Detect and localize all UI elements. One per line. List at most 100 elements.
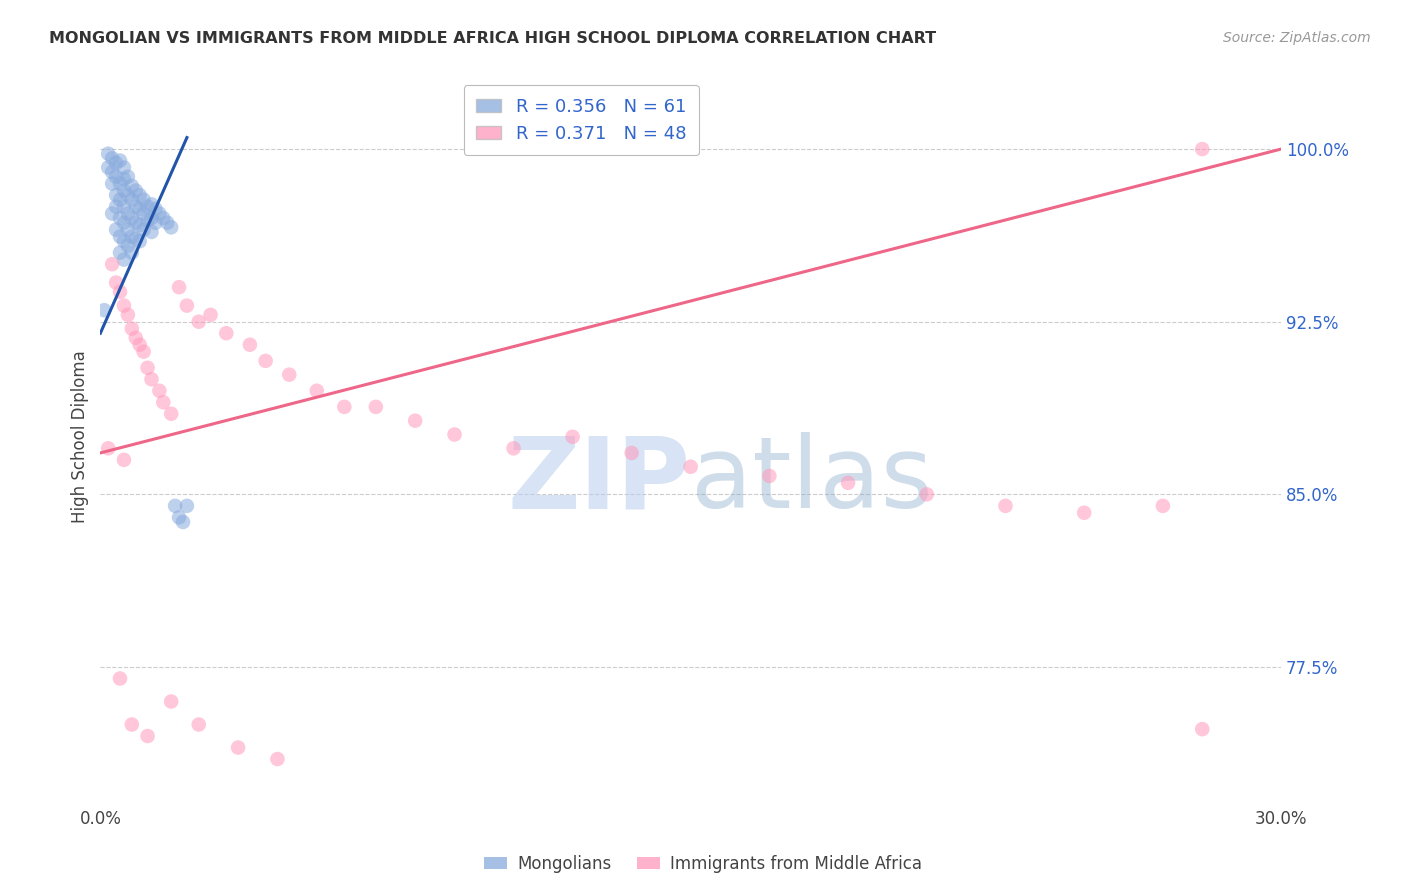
Point [404,414,426,428]
Point [160,407,183,421]
Point [117,188,139,202]
Point [112,200,135,214]
Point [121,211,143,226]
Point [108,211,131,226]
Point [121,321,143,335]
Point [117,169,139,184]
Point [128,202,150,216]
Point [101,151,124,165]
Point [121,717,143,731]
Point [121,193,143,207]
Point [108,245,131,260]
Point [117,222,139,236]
Point [101,177,124,191]
Point [108,285,131,299]
Point [136,200,159,214]
Point [141,197,163,211]
Point [141,225,163,239]
Point [125,331,148,345]
Point [105,222,128,236]
Point [128,218,150,232]
Point [187,717,209,731]
Point [266,752,288,766]
Point [141,372,163,386]
Point [333,400,356,414]
Point [97,442,120,456]
Point [112,234,135,248]
Point [226,740,249,755]
Point [443,427,465,442]
Point [108,229,131,244]
Point [108,193,131,207]
Point [105,188,128,202]
Point [239,337,262,351]
Point [176,499,198,513]
Point [915,487,938,501]
Point [167,510,190,524]
Point [172,515,194,529]
Point [101,165,124,179]
Point [145,202,167,216]
Point [101,257,124,271]
Point [97,161,120,175]
Point [1191,722,1213,736]
Text: ZIP: ZIP [508,433,690,530]
Point [112,172,135,186]
Point [278,368,301,382]
Point [125,232,148,246]
Point [215,326,238,341]
Point [108,153,131,168]
Point [105,276,128,290]
Point [141,211,163,226]
Legend: R = 0.356   N = 61, R = 0.371   N = 48: R = 0.356 N = 61, R = 0.371 N = 48 [464,85,699,155]
Point [167,280,190,294]
Point [132,222,155,236]
Point [679,459,702,474]
Point [105,169,128,184]
Point [148,206,170,220]
Point [132,344,155,359]
Point [128,234,150,248]
Point [502,442,524,456]
Text: MONGOLIAN VS IMMIGRANTS FROM MIDDLE AFRICA HIGH SCHOOL DIPLOMA CORRELATION CHART: MONGOLIAN VS IMMIGRANTS FROM MIDDLE AFRI… [49,31,936,46]
Point [136,729,159,743]
Point [112,252,135,267]
Point [364,400,387,414]
Point [176,299,198,313]
Point [145,216,167,230]
Point [121,178,143,193]
Point [1191,142,1213,156]
Point [994,499,1017,513]
Point [93,303,115,318]
Text: atlas: atlas [690,433,932,530]
Point [125,200,148,214]
Point [112,216,135,230]
Point [112,452,135,467]
Y-axis label: High School Diploma: High School Diploma [72,351,89,524]
Point [97,146,120,161]
Point [121,229,143,244]
Point [132,206,155,220]
Point [165,499,187,513]
Point [187,315,209,329]
Point [125,184,148,198]
Point [117,206,139,220]
Point [128,337,150,351]
Point [561,430,583,444]
Point [152,211,174,226]
Point [136,213,159,227]
Point [200,308,222,322]
Point [305,384,328,398]
Point [1073,506,1095,520]
Point [108,672,131,686]
Point [156,216,179,230]
Point [117,239,139,253]
Point [128,188,150,202]
Legend: Mongolians, Immigrants from Middle Africa: Mongolians, Immigrants from Middle Afric… [478,848,928,880]
Point [148,384,170,398]
Point [254,354,277,368]
Point [112,161,135,175]
Point [101,206,124,220]
Point [121,245,143,260]
Point [105,200,128,214]
